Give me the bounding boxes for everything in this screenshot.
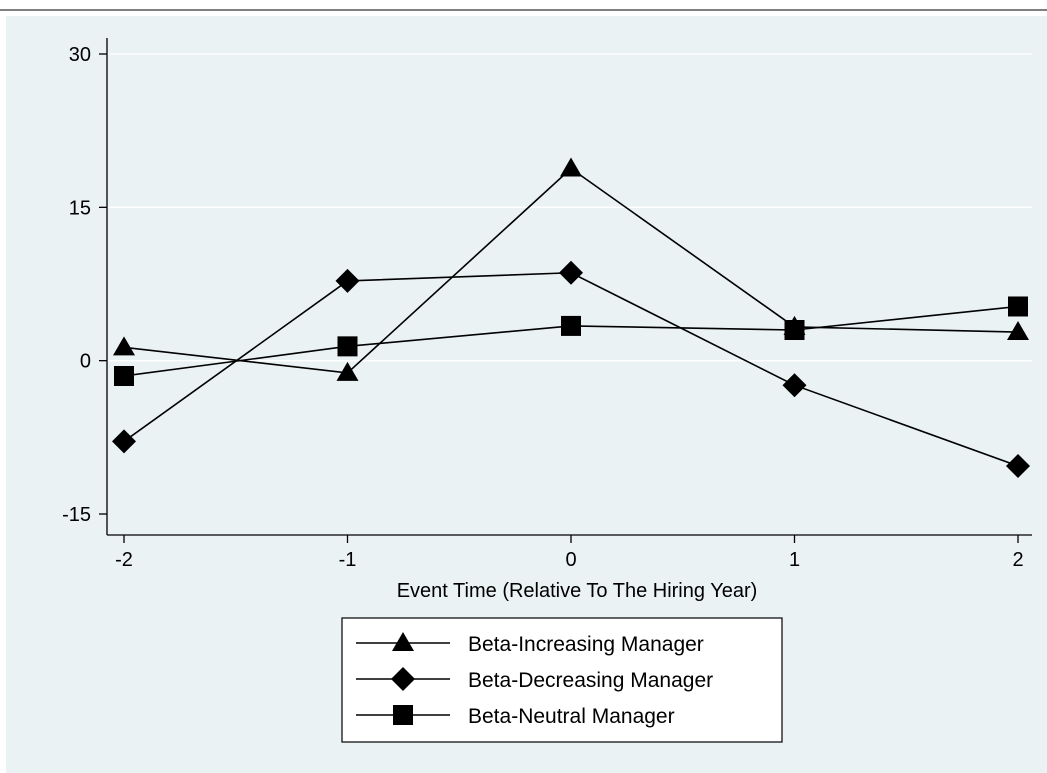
data-point-square xyxy=(114,366,134,386)
plot-region xyxy=(107,38,1032,535)
x-tick-label: -2 xyxy=(115,549,133,571)
legend-item-1: Beta-Increasing Manager xyxy=(356,632,704,656)
data-point-diamond xyxy=(1006,453,1030,478)
legend-label: Beta-Neutral Manager xyxy=(468,705,675,728)
legend-marker-triangle xyxy=(392,632,414,651)
x-tick-label: 2 xyxy=(1012,549,1023,571)
legend-marker-square xyxy=(393,705,413,725)
data-point-triangle xyxy=(113,336,135,356)
data-point-triangle xyxy=(1007,321,1029,341)
data-point-square xyxy=(1008,296,1028,317)
data-point-square xyxy=(784,320,805,340)
legend-marker-diamond xyxy=(391,667,415,691)
data-point-triangle xyxy=(560,157,582,177)
data-point-triangle xyxy=(336,361,359,381)
legend-box xyxy=(341,617,783,743)
x-axis-title: Event Time (Relative To The Hiring Year) xyxy=(397,580,758,602)
data-point-diamond xyxy=(782,373,807,398)
legend: Beta-Increasing Manager Beta-Decreasing M… xyxy=(341,617,783,743)
series-3 xyxy=(114,296,1028,386)
y-tick-label: -15 xyxy=(62,504,91,526)
y-tick-label: 15 xyxy=(69,197,91,219)
y-axis: 30 15 0 -15 xyxy=(62,38,108,535)
x-tick-label: 0 xyxy=(565,549,576,571)
data-point-diamond xyxy=(335,268,360,293)
series-2 xyxy=(112,260,1030,478)
x-tick-label: -1 xyxy=(339,549,357,571)
data-point-diamond xyxy=(112,429,136,454)
y-tick-label: 0 xyxy=(80,351,91,373)
legend-label: Beta-Increasing Manager xyxy=(468,633,704,656)
gridlines xyxy=(107,53,1032,362)
legend-label: Beta-Decreasing Manager xyxy=(468,669,713,692)
data-point-square xyxy=(561,315,581,336)
data-point-square xyxy=(337,336,358,357)
x-tick-label: 1 xyxy=(789,549,800,571)
data-point-diamond xyxy=(559,260,583,285)
series-lines xyxy=(112,157,1030,478)
legend-item-2: Beta-Decreasing Manager xyxy=(356,667,713,692)
y-tick-label: 30 xyxy=(69,44,91,66)
legend-item-3: Beta-Neutral Manager xyxy=(356,705,675,728)
x-axis: -2 -1 0 1 2 xyxy=(107,534,1032,571)
